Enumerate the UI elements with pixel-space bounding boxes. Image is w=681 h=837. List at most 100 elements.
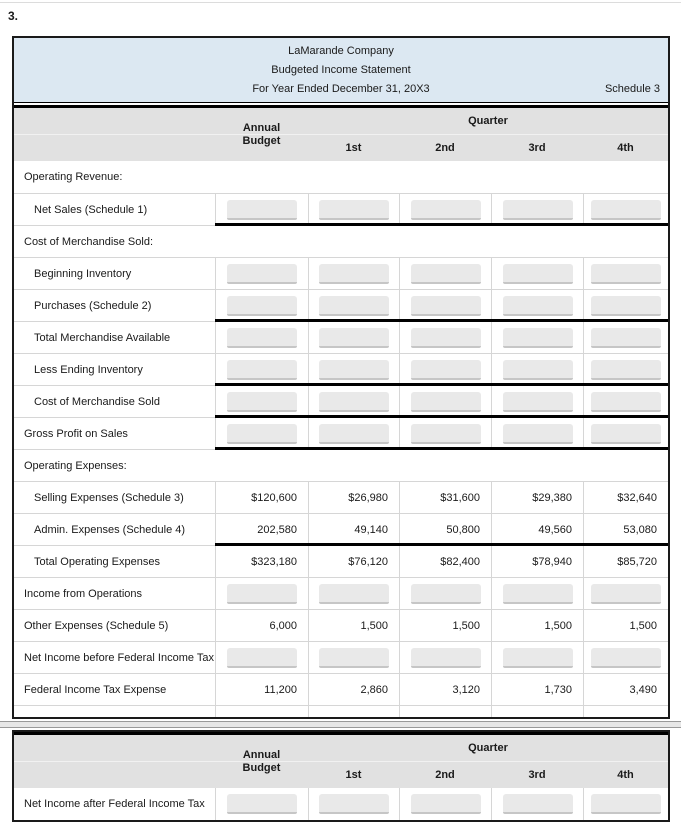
amount-cell	[215, 418, 308, 449]
amount-value: $82,400	[399, 546, 491, 577]
amount-input[interactable]	[319, 327, 389, 348]
amount-input[interactable]	[502, 359, 573, 380]
amount-input[interactable]	[410, 263, 481, 284]
statement-title-block: LaMarande Company Budgeted Income Statem…	[14, 38, 668, 103]
amount-input[interactable]	[319, 794, 389, 814]
amount-input[interactable]	[591, 647, 661, 668]
label-column-header	[14, 735, 215, 788]
empty-cell	[583, 706, 668, 717]
statement-row: Net Income before Federal Income Tax	[14, 641, 668, 673]
amount-cell	[215, 354, 308, 385]
amount-cell	[583, 788, 668, 820]
amount-input[interactable]	[410, 423, 481, 444]
amount-input[interactable]	[591, 423, 661, 444]
amount-input[interactable]	[410, 583, 481, 604]
quarter-2nd-header: 2nd	[435, 768, 455, 781]
row-label: Selling Expenses (Schedule 3)	[34, 491, 184, 504]
amount-cell	[399, 290, 491, 321]
amount-cell	[491, 418, 583, 449]
amount-input[interactable]	[591, 794, 661, 814]
amount-input[interactable]	[410, 327, 481, 348]
statement-row: Admin. Expenses (Schedule 4) 202,580 49,14…	[14, 513, 668, 546]
amount-input[interactable]	[502, 295, 573, 316]
amount-input[interactable]	[502, 199, 573, 220]
empty-cell	[215, 706, 308, 717]
amount-input[interactable]	[319, 295, 389, 316]
amount-cell	[308, 354, 399, 385]
amount-input[interactable]	[227, 199, 297, 220]
amount-input[interactable]	[502, 327, 573, 348]
row-label: Less Ending Inventory	[34, 363, 143, 376]
amount-input[interactable]	[591, 327, 661, 348]
amount-cell	[308, 386, 399, 417]
amount-input[interactable]	[410, 794, 481, 814]
amount-cell	[399, 386, 491, 417]
statement-period-line: For Year Ended December 31, 20X3 Schedul…	[14, 80, 668, 99]
statement-row: Total Merchandise Available	[14, 321, 668, 353]
amount-input[interactable]	[227, 794, 297, 814]
amount-input[interactable]	[410, 199, 481, 220]
amount-value: $323,180	[215, 546, 308, 577]
section-header-row: Operating Expenses:	[14, 449, 668, 481]
amount-value: 11,200	[215, 674, 308, 705]
amount-input[interactable]	[319, 423, 389, 444]
amount-input[interactable]	[502, 647, 573, 668]
amount-input[interactable]	[591, 199, 661, 220]
amount-input[interactable]	[319, 359, 389, 380]
amount-input[interactable]	[319, 391, 389, 412]
amount-value: 1,500	[583, 610, 668, 641]
amount-input[interactable]	[410, 295, 481, 316]
amount-value: 3,120	[399, 674, 491, 705]
section-header-row: Operating Revenue:	[14, 161, 668, 193]
amount-input[interactable]	[319, 583, 389, 604]
amount-value: 49,140	[308, 514, 399, 545]
amount-input[interactable]	[591, 583, 661, 604]
amount-input[interactable]	[227, 359, 297, 380]
amount-value: 53,080	[583, 514, 668, 545]
amount-input[interactable]	[227, 583, 297, 604]
amount-input[interactable]	[227, 327, 297, 348]
amount-input[interactable]	[410, 647, 481, 668]
statement-row: Other Expenses (Schedule 5) 6,000 1,500 1,5…	[14, 609, 668, 641]
amount-cell	[399, 578, 491, 609]
amount-input[interactable]	[227, 263, 297, 284]
amount-input[interactable]	[319, 647, 389, 668]
amount-input[interactable]	[591, 391, 661, 412]
amount-input[interactable]	[227, 647, 297, 668]
amount-input[interactable]	[502, 263, 573, 284]
amount-input[interactable]	[591, 359, 661, 380]
amount-cell	[308, 418, 399, 449]
amount-input[interactable]	[410, 359, 481, 380]
amount-input[interactable]	[227, 391, 297, 412]
top-divider-line	[0, 2, 681, 3]
statement-row: Total Operating Expenses $323,180 $76,120 $…	[14, 545, 668, 577]
quarter-1st-header: 1st	[345, 768, 362, 781]
label-column-header	[14, 108, 215, 161]
row-label: Net Sales (Schedule 1)	[34, 203, 148, 216]
amount-input[interactable]	[410, 391, 481, 412]
amount-input[interactable]	[502, 423, 573, 444]
amount-input[interactable]	[319, 263, 389, 284]
column-header-row: Annual Budget Quarter 1st 2nd 3rd 4th	[14, 105, 668, 161]
amount-cell	[583, 386, 668, 417]
amount-input[interactable]	[591, 263, 661, 284]
continued-column-header-row: Annual Budget Quarter 1st 2nd 3rd 4th	[14, 732, 668, 788]
amount-input[interactable]	[502, 391, 573, 412]
amount-input[interactable]	[502, 794, 573, 814]
row-label: Federal Income Tax Expense	[24, 683, 167, 696]
annual-budget-column-header: Annual Budget	[215, 108, 308, 161]
row-label: Operating Revenue:	[24, 171, 123, 183]
amount-input[interactable]	[319, 199, 389, 220]
amount-cell	[308, 788, 399, 820]
amount-input[interactable]	[227, 295, 297, 316]
schedule-label: Schedule 3	[604, 83, 660, 95]
amount-input[interactable]	[227, 423, 297, 444]
amount-cell	[399, 788, 491, 820]
amount-value: 49,560	[491, 514, 583, 545]
amount-cell	[491, 386, 583, 417]
amount-input[interactable]	[502, 583, 573, 604]
amount-value: 3,490	[583, 674, 668, 705]
amount-input[interactable]	[591, 295, 661, 316]
section-divider-bar	[0, 721, 681, 728]
amount-cell	[215, 578, 308, 609]
